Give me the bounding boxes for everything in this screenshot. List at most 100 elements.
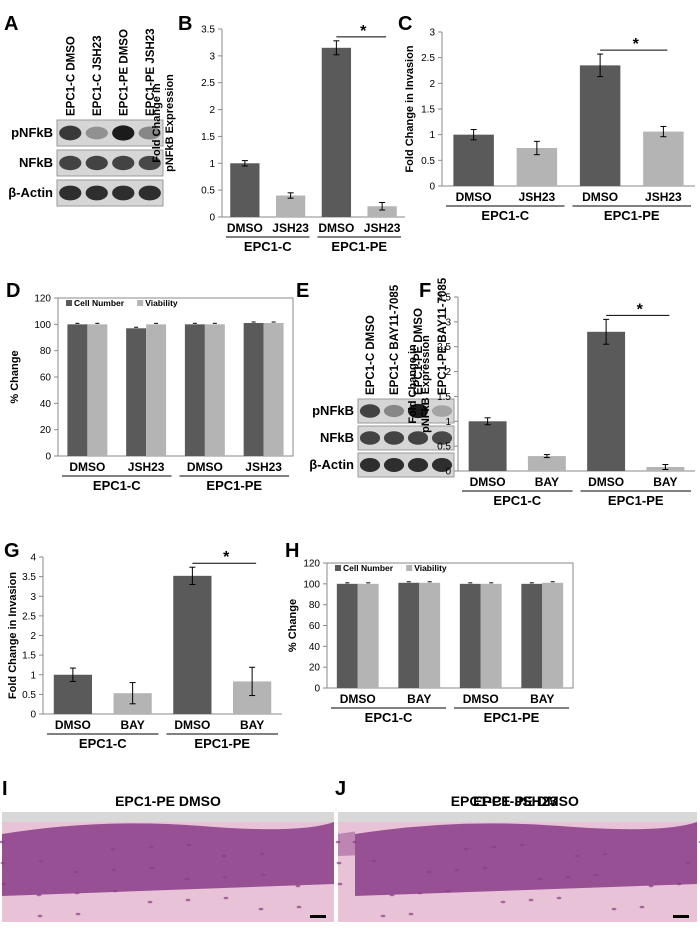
blot-band xyxy=(59,125,82,141)
y-axis-label-line: Fold Change in xyxy=(151,83,163,163)
cell-nucleus xyxy=(491,845,497,849)
blot-row-label: pNFkB xyxy=(312,403,354,418)
cell-nucleus xyxy=(149,866,155,870)
y-tick-label: 0.5 xyxy=(22,690,36,701)
scale-bar xyxy=(310,915,326,918)
cell-nucleus xyxy=(380,914,386,918)
category-label: JSH23 xyxy=(272,221,309,235)
category-label: DMSO xyxy=(470,475,506,489)
y-tick-label: 3 xyxy=(429,28,435,39)
group-label: EPC1-PE xyxy=(608,493,664,508)
cell-nucleus xyxy=(111,868,117,872)
cell-nucleus xyxy=(519,843,525,847)
cell-nucleus xyxy=(37,914,43,918)
bar-cell-number xyxy=(521,583,543,688)
y-tick-label: 0 xyxy=(314,684,320,695)
y-tick-label: 1.5 xyxy=(421,105,435,116)
epithelium-layer xyxy=(2,822,334,896)
bar-viability xyxy=(263,323,284,456)
group-label: EPC1-PE xyxy=(206,478,262,493)
group-label: EPC1-PE xyxy=(484,710,540,725)
blot-band xyxy=(431,431,453,445)
lane-label: EPC1-C DMSO xyxy=(65,36,77,116)
lane-label: EPC1-PE DMSO xyxy=(118,29,130,116)
blot-row-label: β-Actin xyxy=(309,457,354,472)
significance-star: * xyxy=(360,23,367,40)
y-tick-label: 2 xyxy=(209,105,215,116)
y-tick-label: 3 xyxy=(445,317,451,328)
y-tick-label: 80 xyxy=(40,346,52,357)
cell-nucleus xyxy=(454,868,460,872)
bar xyxy=(230,163,260,217)
y-tick-label: 0 xyxy=(445,467,451,478)
cell-nucleus xyxy=(184,877,190,881)
panel-letter-D: D xyxy=(6,280,20,302)
category-label: BAY xyxy=(530,692,554,706)
y-axis-label-line: Fold Change in Invasion xyxy=(404,45,416,172)
group-label: EPC1-C xyxy=(365,710,413,725)
bar-cell-number xyxy=(336,583,358,688)
y-tick-label: 0 xyxy=(429,182,435,193)
category-label: DMSO xyxy=(582,190,618,204)
blot-band xyxy=(359,404,381,418)
legend-swatch xyxy=(335,565,341,571)
histology-background xyxy=(2,812,334,822)
category-label: DMSO xyxy=(174,718,210,732)
bar xyxy=(527,456,566,471)
lane-label: EPC1-C DMSO xyxy=(365,315,377,395)
western-blot-E: EPC1-C DMSO EPC1-C BAY11-7085 EPC1-PE DMSO… xyxy=(309,277,455,478)
y-tick-label: 20 xyxy=(40,425,52,436)
chart-G: 0 0.5 1 1.5 2 2.5 3 3.5 4 Fold Change in Invasion… xyxy=(7,549,282,751)
y-axis-label-line: Fold Change in Invasion xyxy=(7,572,19,699)
chart-F: 0 0.5 1 1.5 2 2.5 3 3.5 Fold Change inpNFkB Expr… xyxy=(407,293,695,508)
y-tick-label: 3.5 xyxy=(437,293,451,304)
y-tick-label: 0.5 xyxy=(201,186,215,197)
blot-band xyxy=(383,404,405,418)
category-label: DMSO xyxy=(227,221,263,235)
cell-nucleus xyxy=(223,896,229,900)
y-axis-label: % Change xyxy=(287,599,299,652)
y-tick-label: 1.5 xyxy=(201,132,215,143)
cell-nucleus xyxy=(537,877,543,881)
cell-nucleus xyxy=(36,893,42,897)
category-label: DMSO xyxy=(463,692,499,706)
blot-band xyxy=(85,126,108,140)
y-tick-label: 3 xyxy=(30,592,36,603)
lane-label: EPC1-PE BAY11-7085 xyxy=(437,277,449,395)
bar-viability xyxy=(357,583,379,688)
y-axis-label: Fold Change in Invasion xyxy=(7,572,19,699)
bar xyxy=(468,421,507,471)
y-tick-label: 2 xyxy=(445,367,451,378)
y-tick-label: 2.5 xyxy=(421,53,435,64)
histology-title: EPC1-PE DMSO xyxy=(115,793,221,809)
cell-nucleus xyxy=(296,905,302,909)
bar-cell-number xyxy=(459,583,481,688)
y-tick-label: 3 xyxy=(209,51,215,62)
cell-nucleus xyxy=(295,884,301,888)
cell-nucleus xyxy=(602,852,608,856)
bar xyxy=(587,331,626,471)
y-tick-label: 40 xyxy=(40,399,52,410)
cell-nucleus xyxy=(75,912,81,916)
cell-nucleus xyxy=(639,905,645,909)
blot-band xyxy=(431,405,453,417)
cell-nucleus xyxy=(500,900,506,904)
cell-nucleus xyxy=(371,859,377,863)
group-label: EPC1-PE xyxy=(331,239,387,254)
cell-nucleus xyxy=(574,854,580,858)
legend-label: Cell Number xyxy=(74,298,125,308)
group-label: EPC1-C xyxy=(79,736,127,751)
cell-nucleus xyxy=(565,875,571,879)
panel-letter-C: C xyxy=(398,13,412,35)
legend-swatch xyxy=(66,300,72,306)
panel-letter-E: E xyxy=(296,280,309,302)
category-label: BAY xyxy=(535,475,559,489)
cell-nucleus xyxy=(148,845,154,849)
y-tick-label: 0 xyxy=(30,710,36,721)
significance-star: * xyxy=(633,36,640,53)
y-tick-label: 2 xyxy=(429,79,435,90)
cell-nucleus xyxy=(389,893,395,897)
histology-title: EPC1-PE JSH23 xyxy=(451,793,558,809)
histology-title: EPC1-PE DMSO xyxy=(473,793,579,809)
blot-band xyxy=(407,403,429,419)
